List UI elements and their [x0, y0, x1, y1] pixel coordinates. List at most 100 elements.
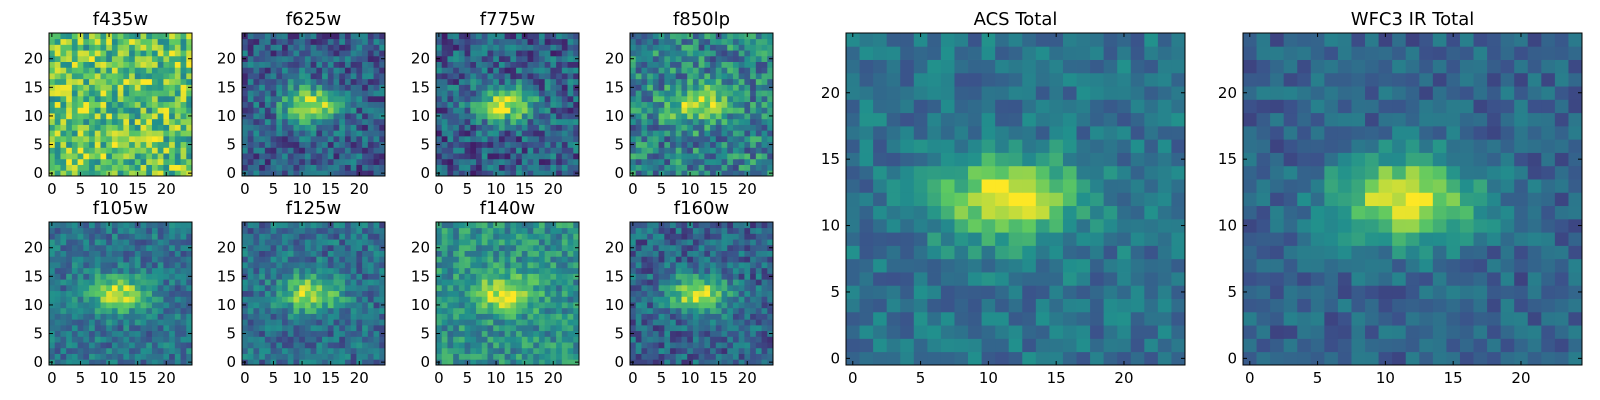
heatmap-cell — [681, 73, 688, 80]
heatmap-cell — [316, 78, 323, 85]
heatmap-cell — [721, 158, 728, 165]
heatmap-cell — [117, 38, 124, 45]
heatmap-cell — [66, 267, 73, 274]
x-tick-label: 5 — [76, 180, 86, 198]
heatmap-cell — [259, 95, 266, 103]
heatmap-cell — [738, 324, 745, 332]
heatmap-cell — [533, 324, 540, 332]
heatmap-cell — [373, 55, 380, 62]
heatmap-cell — [140, 78, 147, 85]
heatmap-cell — [715, 313, 722, 320]
heatmap-cell — [362, 124, 369, 131]
heatmap-cell — [169, 67, 176, 74]
heatmap-cell — [54, 347, 61, 354]
heatmap-cell — [89, 256, 96, 263]
heatmap-cell — [732, 101, 740, 108]
heatmap-cell — [362, 233, 369, 240]
heatmap-cell — [561, 233, 568, 240]
heatmap-cell — [675, 55, 682, 62]
heatmap-cell — [630, 296, 637, 303]
heatmap-cell — [327, 330, 334, 337]
heatmap-cell — [664, 84, 671, 91]
heatmap-cell — [276, 342, 283, 349]
heatmap-cell — [755, 67, 762, 74]
heatmap-cell — [83, 113, 90, 120]
heatmap-cell — [186, 33, 193, 40]
heatmap-cell — [573, 44, 580, 51]
heatmap-cell — [721, 84, 728, 91]
heatmap-cell — [538, 170, 546, 177]
heatmap-cell — [117, 262, 124, 269]
x-tick-label: 5 — [657, 180, 667, 198]
heatmap-cell — [49, 279, 56, 286]
heatmap-cell — [573, 319, 580, 326]
heatmap-cell — [247, 330, 254, 337]
heatmap-cell — [573, 107, 580, 114]
heatmap-cell — [83, 250, 90, 257]
heatmap-cell — [550, 84, 557, 91]
heatmap-cell — [264, 244, 271, 251]
heatmap-cell — [641, 347, 648, 354]
heatmap-cell — [367, 296, 374, 303]
heatmap-cell — [242, 158, 249, 165]
heatmap-cell — [89, 347, 96, 354]
heatmap-cell — [66, 330, 73, 337]
heatmap-cell — [83, 284, 90, 292]
heatmap-cell — [550, 307, 557, 314]
heatmap-cell — [692, 330, 700, 337]
y-tick-label: 15 — [217, 78, 236, 96]
heatmap-cell — [487, 118, 494, 125]
heatmap-cell — [561, 135, 568, 143]
heatmap-cell — [123, 61, 130, 68]
heatmap-cell — [344, 302, 352, 309]
heatmap-cell — [344, 336, 352, 343]
heatmap-cell — [186, 307, 193, 314]
heatmap-cell — [681, 290, 688, 297]
heatmap-cell — [715, 273, 722, 280]
heatmap-cell — [436, 227, 443, 234]
heatmap-cell — [367, 61, 374, 68]
heatmap-cell — [299, 38, 306, 45]
heatmap-cell — [322, 141, 329, 148]
heatmap-cell — [100, 353, 107, 360]
heatmap-cell — [299, 290, 306, 297]
heatmap-cell — [550, 347, 557, 354]
heatmap-cell — [100, 222, 107, 229]
heatmap-cell — [476, 147, 483, 154]
heatmap-cell — [755, 164, 762, 171]
heatmap-cell — [727, 33, 734, 40]
heatmap-cell — [367, 78, 374, 85]
heatmap-cell — [134, 90, 141, 97]
heatmap-cell — [287, 107, 294, 114]
heatmap-cell — [362, 267, 369, 274]
heatmap-cell — [767, 347, 774, 354]
heatmap-cell — [310, 153, 317, 160]
heatmap-cell — [140, 95, 147, 103]
heatmap-cell — [264, 158, 271, 165]
heatmap-cell — [83, 319, 90, 326]
heatmap-cell — [556, 342, 563, 349]
heatmap-cell — [710, 273, 717, 280]
heatmap-cell — [117, 330, 124, 337]
heatmap-cell — [129, 170, 136, 177]
heatmap-cell — [282, 279, 289, 286]
heatmap-cell — [264, 170, 271, 177]
heatmap-cell — [66, 153, 73, 160]
heatmap-cell — [282, 118, 289, 125]
heatmap-cell — [157, 239, 164, 246]
heatmap-cell — [253, 330, 260, 337]
heatmap-cell — [304, 107, 312, 114]
heatmap-cell — [140, 239, 147, 246]
heatmap-cell — [146, 164, 153, 171]
heatmap-cell — [635, 44, 642, 51]
heatmap-cell — [652, 90, 659, 97]
heatmap-cell — [310, 262, 317, 269]
heatmap-cell — [698, 284, 705, 292]
heatmap-cell — [129, 130, 136, 137]
heatmap-cell — [373, 319, 380, 326]
heatmap-cell — [767, 38, 774, 45]
heatmap-cell — [755, 319, 762, 326]
heatmap-cell — [635, 55, 642, 62]
heatmap-cell — [573, 324, 580, 332]
